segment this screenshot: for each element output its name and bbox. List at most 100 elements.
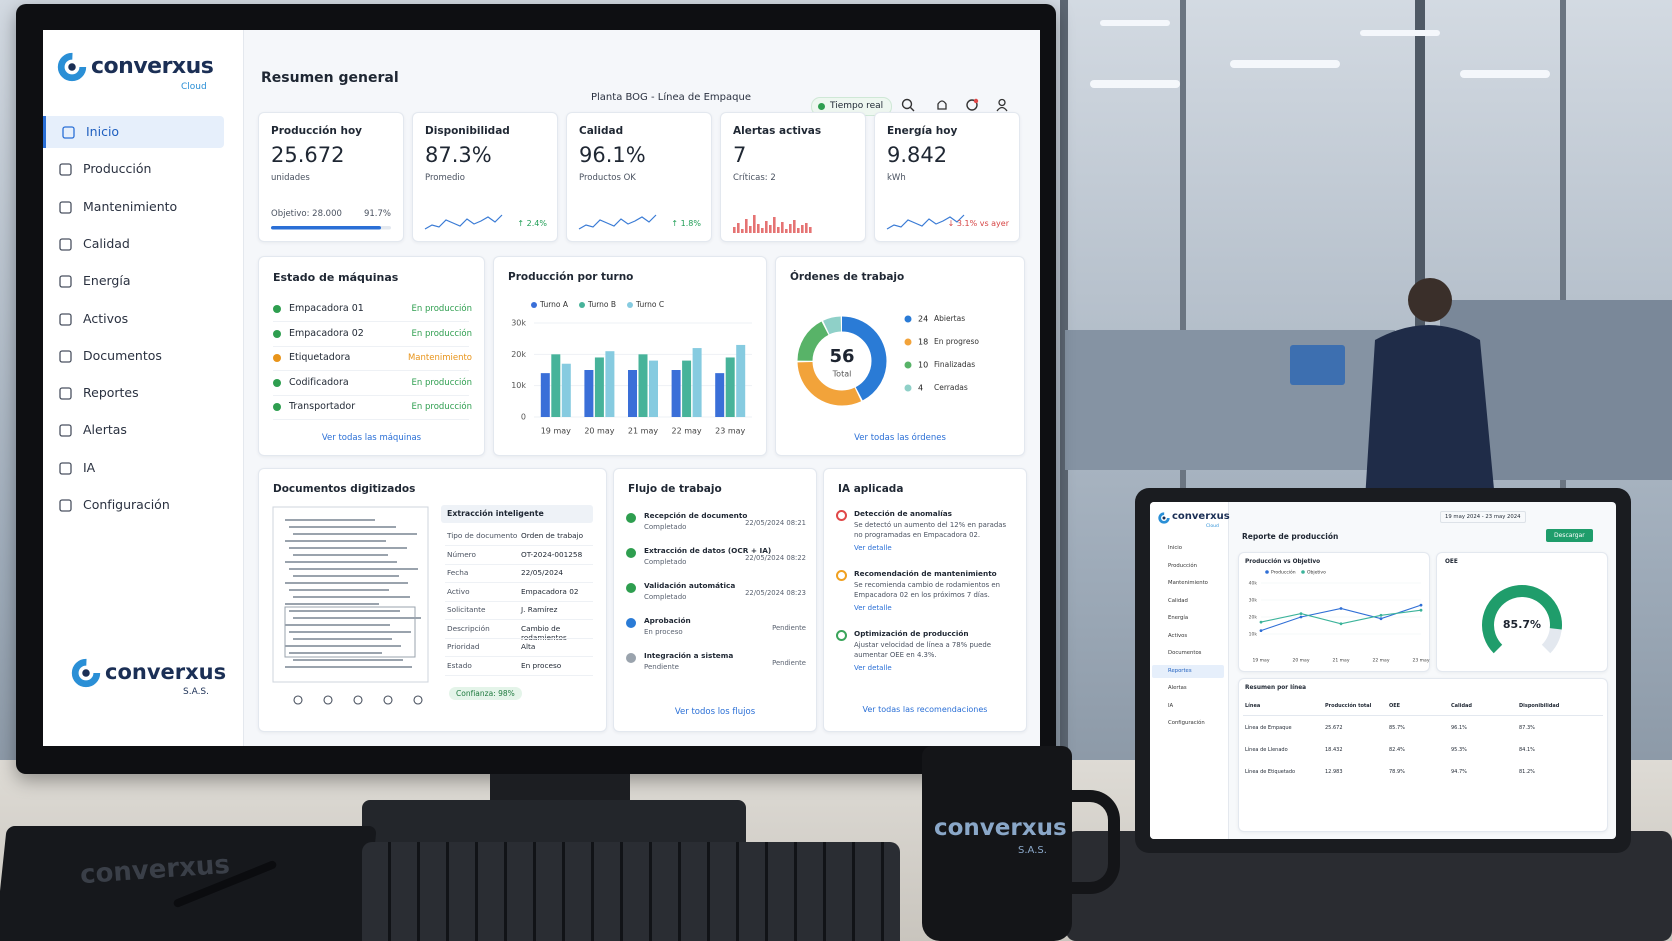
line-point xyxy=(1379,613,1383,617)
bar xyxy=(628,370,637,417)
document-line xyxy=(285,624,390,626)
nav-item[interactable]: Producción xyxy=(1152,560,1224,573)
ai-icon xyxy=(836,570,847,581)
document-line xyxy=(289,652,382,654)
icon-button[interactable] xyxy=(935,98,949,112)
legend-value: 24 xyxy=(918,315,928,324)
nav-item[interactable]: Calidad xyxy=(43,228,221,260)
tablet-screen: converxus Cloud Inicio Producción Mantenimie… xyxy=(1150,502,1616,839)
nav-label: Mantenimiento xyxy=(83,198,178,214)
date-range: 19 may 2024 - 23 may 2024 xyxy=(1440,511,1526,523)
table-card: Resumen por línea Línea Producción total OE… xyxy=(1238,678,1608,832)
kpi-title: Calidad xyxy=(579,125,624,137)
nav-item[interactable]: Activos xyxy=(1152,630,1224,643)
workflow-card: Flujo de trabajo Recepción de documento Co… xyxy=(613,468,817,732)
link[interactable]: Ver detalle xyxy=(854,544,892,552)
link[interactable]: Ver todas las máquinas xyxy=(321,433,422,443)
row-divider xyxy=(445,545,593,546)
document-line xyxy=(285,561,397,563)
worker-head xyxy=(1408,278,1452,322)
document-line xyxy=(293,659,403,661)
table-cell: 12.983 xyxy=(1325,769,1343,775)
nav-item[interactable]: Mantenimiento xyxy=(1152,577,1224,590)
chart-canvas: 24 Abiertas 18 En progreso 10 Finalizadas 4 Cer… xyxy=(797,314,979,406)
nav-item[interactable]: Reportes xyxy=(1152,664,1224,678)
ceiling-light xyxy=(1230,60,1340,68)
status-dot-shape xyxy=(273,378,281,387)
step-icon-shape xyxy=(626,513,636,523)
nav-item[interactable]: Energía xyxy=(43,265,221,297)
nav-item[interactable]: Mantenimiento xyxy=(43,191,221,223)
step-time: 22/05/2024 08:23 xyxy=(745,589,806,597)
nav-item[interactable]: Documentos xyxy=(1152,647,1224,660)
link[interactable]: Ver todos los flujos xyxy=(674,707,756,717)
field-value: Empacadora 02 xyxy=(521,586,579,596)
row-divider xyxy=(445,582,593,583)
row-divider xyxy=(445,637,593,639)
table-cell: 81.2% xyxy=(1519,769,1535,775)
pillar xyxy=(1060,0,1068,760)
nav-item[interactable]: Configuración xyxy=(43,489,221,521)
sidebar: converxus Cloud Inicio Producción Mantenimie… xyxy=(43,30,244,746)
status-dot-shape xyxy=(273,305,281,313)
chart-canvas: 85.7% xyxy=(1482,585,1562,654)
nav-item[interactable]: IA xyxy=(43,452,221,484)
step-time: 22/05/2024 08:21 xyxy=(745,519,806,527)
nav-item[interactable]: Configuración xyxy=(1152,717,1224,730)
link[interactable]: Ver detalle xyxy=(854,664,892,672)
dropdown[interactable]: Planta BOG - Línea de Empaque xyxy=(591,92,751,103)
nav-icon xyxy=(62,126,75,139)
kpi-value: 96.1% xyxy=(579,143,646,167)
icon-button[interactable] xyxy=(965,98,979,112)
bar xyxy=(715,373,725,417)
nav-label: Documentos xyxy=(1168,650,1202,656)
monitor-screen: converxus Cloud Inicio Producción Mantenimie… xyxy=(43,30,1040,746)
icon-button[interactable] xyxy=(383,695,393,705)
nav-label: Mantenimiento xyxy=(1168,580,1208,586)
kpi-title: Producción hoy xyxy=(271,125,363,137)
nav-item[interactable]: Calidad xyxy=(1152,595,1224,608)
confidence-pill: Confianza: 98% xyxy=(449,687,522,700)
nav-item[interactable]: Alertas xyxy=(43,414,221,446)
ai-icon xyxy=(836,510,847,521)
logo-core xyxy=(1162,516,1166,520)
logo-ring xyxy=(57,52,87,82)
sparkline xyxy=(733,215,812,233)
nav-item[interactable]: Energía xyxy=(1152,612,1224,625)
nav-item[interactable]: Reportes xyxy=(43,377,221,409)
table-cell: 96.1% xyxy=(1451,725,1467,731)
nav-item[interactable]: Inicio xyxy=(43,116,224,148)
nav-icon xyxy=(59,238,72,251)
row-divider xyxy=(445,619,593,620)
table-cell: Línea de Empaque xyxy=(1245,725,1292,731)
nav-item[interactable]: Inicio xyxy=(1152,542,1224,555)
nav-item[interactable]: Producción xyxy=(43,153,221,185)
step-icon xyxy=(626,583,636,593)
icon-button[interactable] xyxy=(323,695,333,705)
legend-label: Turno B xyxy=(587,300,616,309)
logo-icon xyxy=(1158,512,1170,524)
link[interactable]: Ver detalle xyxy=(854,604,892,612)
icon-button[interactable] xyxy=(995,98,1009,112)
nav-item[interactable]: IA xyxy=(1152,700,1224,713)
icon-button[interactable] xyxy=(293,695,303,705)
icon-button[interactable] xyxy=(413,695,423,705)
nav-item[interactable]: Alertas xyxy=(1152,682,1224,695)
icon-button[interactable] xyxy=(353,695,363,705)
button[interactable]: Descargar xyxy=(1546,529,1593,542)
kpi-title: Alertas activas xyxy=(733,125,822,137)
bar xyxy=(682,360,692,417)
field-label: Descripción xyxy=(447,623,490,633)
link[interactable]: Ver todas las órdenes xyxy=(854,433,946,443)
link[interactable]: Ver todas las recomendaciones xyxy=(862,705,988,714)
nav-label: Reportes xyxy=(1168,667,1192,674)
nav-item[interactable]: Documentos xyxy=(43,340,221,372)
table-header: Disponibilidad xyxy=(1519,703,1560,709)
nav-icon-shape xyxy=(59,462,72,475)
step-name: Aprobación xyxy=(644,616,691,625)
nav-item[interactable]: Activos xyxy=(43,303,221,335)
icon-button[interactable] xyxy=(901,98,915,112)
legend-value: 18 xyxy=(918,338,928,347)
nav-label: Reportes xyxy=(83,385,139,401)
step-status: Completado xyxy=(644,558,687,566)
